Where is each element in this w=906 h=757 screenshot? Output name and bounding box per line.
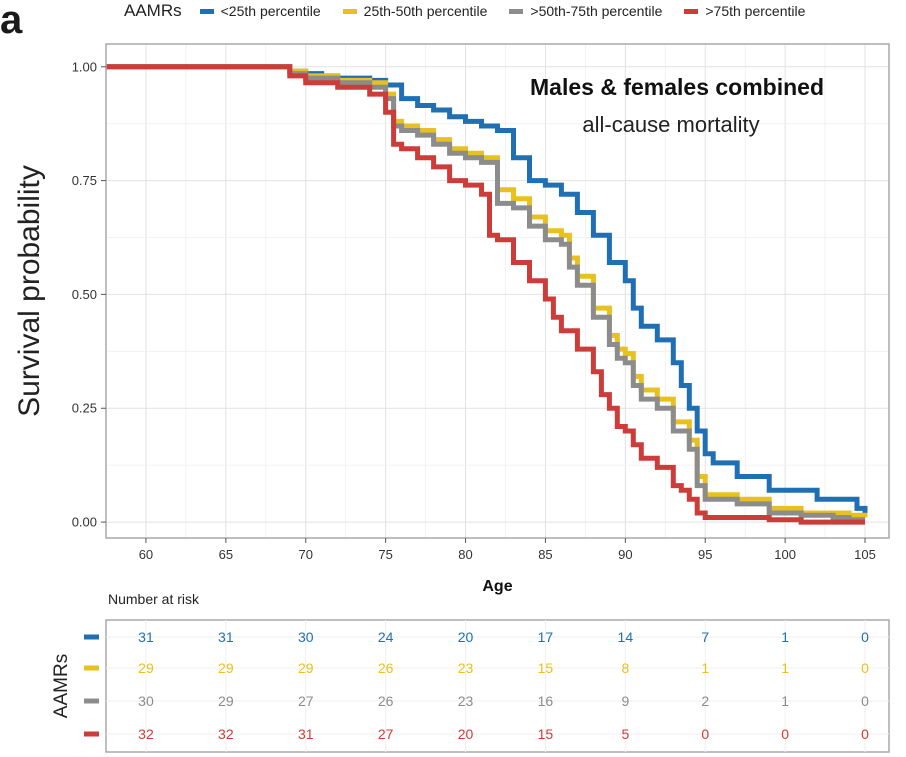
x-tick-label: 75 xyxy=(378,547,392,562)
grid-lines xyxy=(106,44,889,538)
risk-table-axis-title: AAMRs xyxy=(51,654,72,718)
risk-cell: 29 xyxy=(218,693,234,709)
risk-cell: 8 xyxy=(621,660,629,676)
risk-cell: 31 xyxy=(298,726,314,742)
risk-cell: 0 xyxy=(861,629,869,645)
x-tick-label: 100 xyxy=(774,547,796,562)
risk-cell: 17 xyxy=(538,629,554,645)
risk-cell: 20 xyxy=(458,629,474,645)
legend-label-q4: >75th percentile xyxy=(705,3,806,19)
risk-cell: 27 xyxy=(298,693,314,709)
chart-subtitle: all-cause mortality xyxy=(582,112,759,137)
risk-cell: 29 xyxy=(138,660,154,676)
x-tick-label: 105 xyxy=(854,547,876,562)
risk-cell: 9 xyxy=(621,693,629,709)
risk-cell: 32 xyxy=(138,726,154,742)
x-tick-label: 70 xyxy=(299,547,313,562)
risk-table-border xyxy=(105,619,890,753)
risk-cell: 1 xyxy=(781,629,789,645)
risk-cell: 31 xyxy=(218,629,234,645)
risk-cell: 0 xyxy=(861,660,869,676)
x-axis-title: Age xyxy=(482,578,512,595)
plot-border xyxy=(105,43,890,539)
series-line-4 xyxy=(106,64,865,525)
legend-label-q3: >50th-75th percentile xyxy=(530,3,663,19)
y-tick-label: 1.00 xyxy=(72,59,97,74)
y-tick-label: 0.50 xyxy=(72,287,97,302)
series-line-2 xyxy=(106,64,868,518)
risk-cell: 5 xyxy=(621,726,629,742)
legend-swatch-q3 xyxy=(509,8,524,14)
y-tick-label: 0.25 xyxy=(72,401,97,416)
x-tick-label: 80 xyxy=(458,547,472,562)
risk-cell: 20 xyxy=(458,726,474,742)
risk-cell: 29 xyxy=(298,660,314,676)
x-tick-label: 85 xyxy=(538,547,552,562)
legend: AAMRs <25th percentile 25th-50th percent… xyxy=(124,0,827,22)
panel-label: a xyxy=(0,0,23,42)
risk-cell: 30 xyxy=(138,693,154,709)
risk-cell: 2 xyxy=(701,693,709,709)
legend-label-q1: <25th percentile xyxy=(220,3,321,19)
y-tick-label: 0.75 xyxy=(72,173,97,188)
x-tick-label: 60 xyxy=(139,547,153,562)
y-axis-title: Survival probability xyxy=(13,165,46,417)
risk-cell: 7 xyxy=(701,629,709,645)
legend-swatch-q2 xyxy=(342,8,357,14)
risk-row-swatch-2 xyxy=(84,665,99,671)
x-tick-label: 95 xyxy=(698,547,712,562)
risk-cell: 31 xyxy=(138,629,154,645)
legend-swatch-q1 xyxy=(199,8,214,14)
risk-cell: 0 xyxy=(701,726,709,742)
risk-cell: 23 xyxy=(458,693,474,709)
risk-cell: 32 xyxy=(218,726,234,742)
risk-cell: 23 xyxy=(458,660,474,676)
risk-cell: 14 xyxy=(618,629,634,645)
risk-cell: 0 xyxy=(861,726,869,742)
risk-cell: 0 xyxy=(861,693,869,709)
risk-cell: 24 xyxy=(378,629,394,645)
series-line-3 xyxy=(106,64,865,523)
risk-cell: 1 xyxy=(781,693,789,709)
risk-cell: 15 xyxy=(538,726,554,742)
legend-item-q1: <25th percentile xyxy=(199,3,321,19)
risk-cell: 1 xyxy=(781,660,789,676)
risk-table-cells: 31 31 30 24 20 17 14 7 1 029 29 29 26 23 15 8 1 1 030 29 27 2… xyxy=(106,620,889,752)
legend-title: AAMRs xyxy=(124,1,182,20)
legend-swatch-q4 xyxy=(684,8,699,14)
risk-row-swatch-3 xyxy=(84,698,99,704)
legend-label-q2: 25th-50th percentile xyxy=(363,3,488,19)
number-at-risk-title: Number at risk xyxy=(108,591,200,607)
legend-item-q4: >75th percentile xyxy=(684,3,805,19)
x-tick-label: 65 xyxy=(219,547,233,562)
risk-row-swatch-1 xyxy=(84,634,99,640)
risk-cell: 1 xyxy=(701,660,709,676)
legend-item-q3: >50th-75th percentile xyxy=(509,3,662,19)
risk-cell: 26 xyxy=(378,693,394,709)
chart-title: Males & females combined xyxy=(530,74,824,100)
risk-cell: 30 xyxy=(298,629,314,645)
legend-item-q2: 25th-50th percentile xyxy=(342,3,488,19)
risk-cell: 27 xyxy=(378,726,394,742)
x-tick-label: 90 xyxy=(618,547,632,562)
risk-row-swatch-4 xyxy=(84,731,99,737)
risk-cell: 16 xyxy=(538,693,554,709)
risk-cell: 29 xyxy=(218,660,234,676)
risk-cell: 26 xyxy=(378,660,394,676)
risk-cell: 15 xyxy=(538,660,554,676)
y-tick-label: 0.00 xyxy=(72,515,97,530)
risk-cell: 0 xyxy=(781,726,789,742)
